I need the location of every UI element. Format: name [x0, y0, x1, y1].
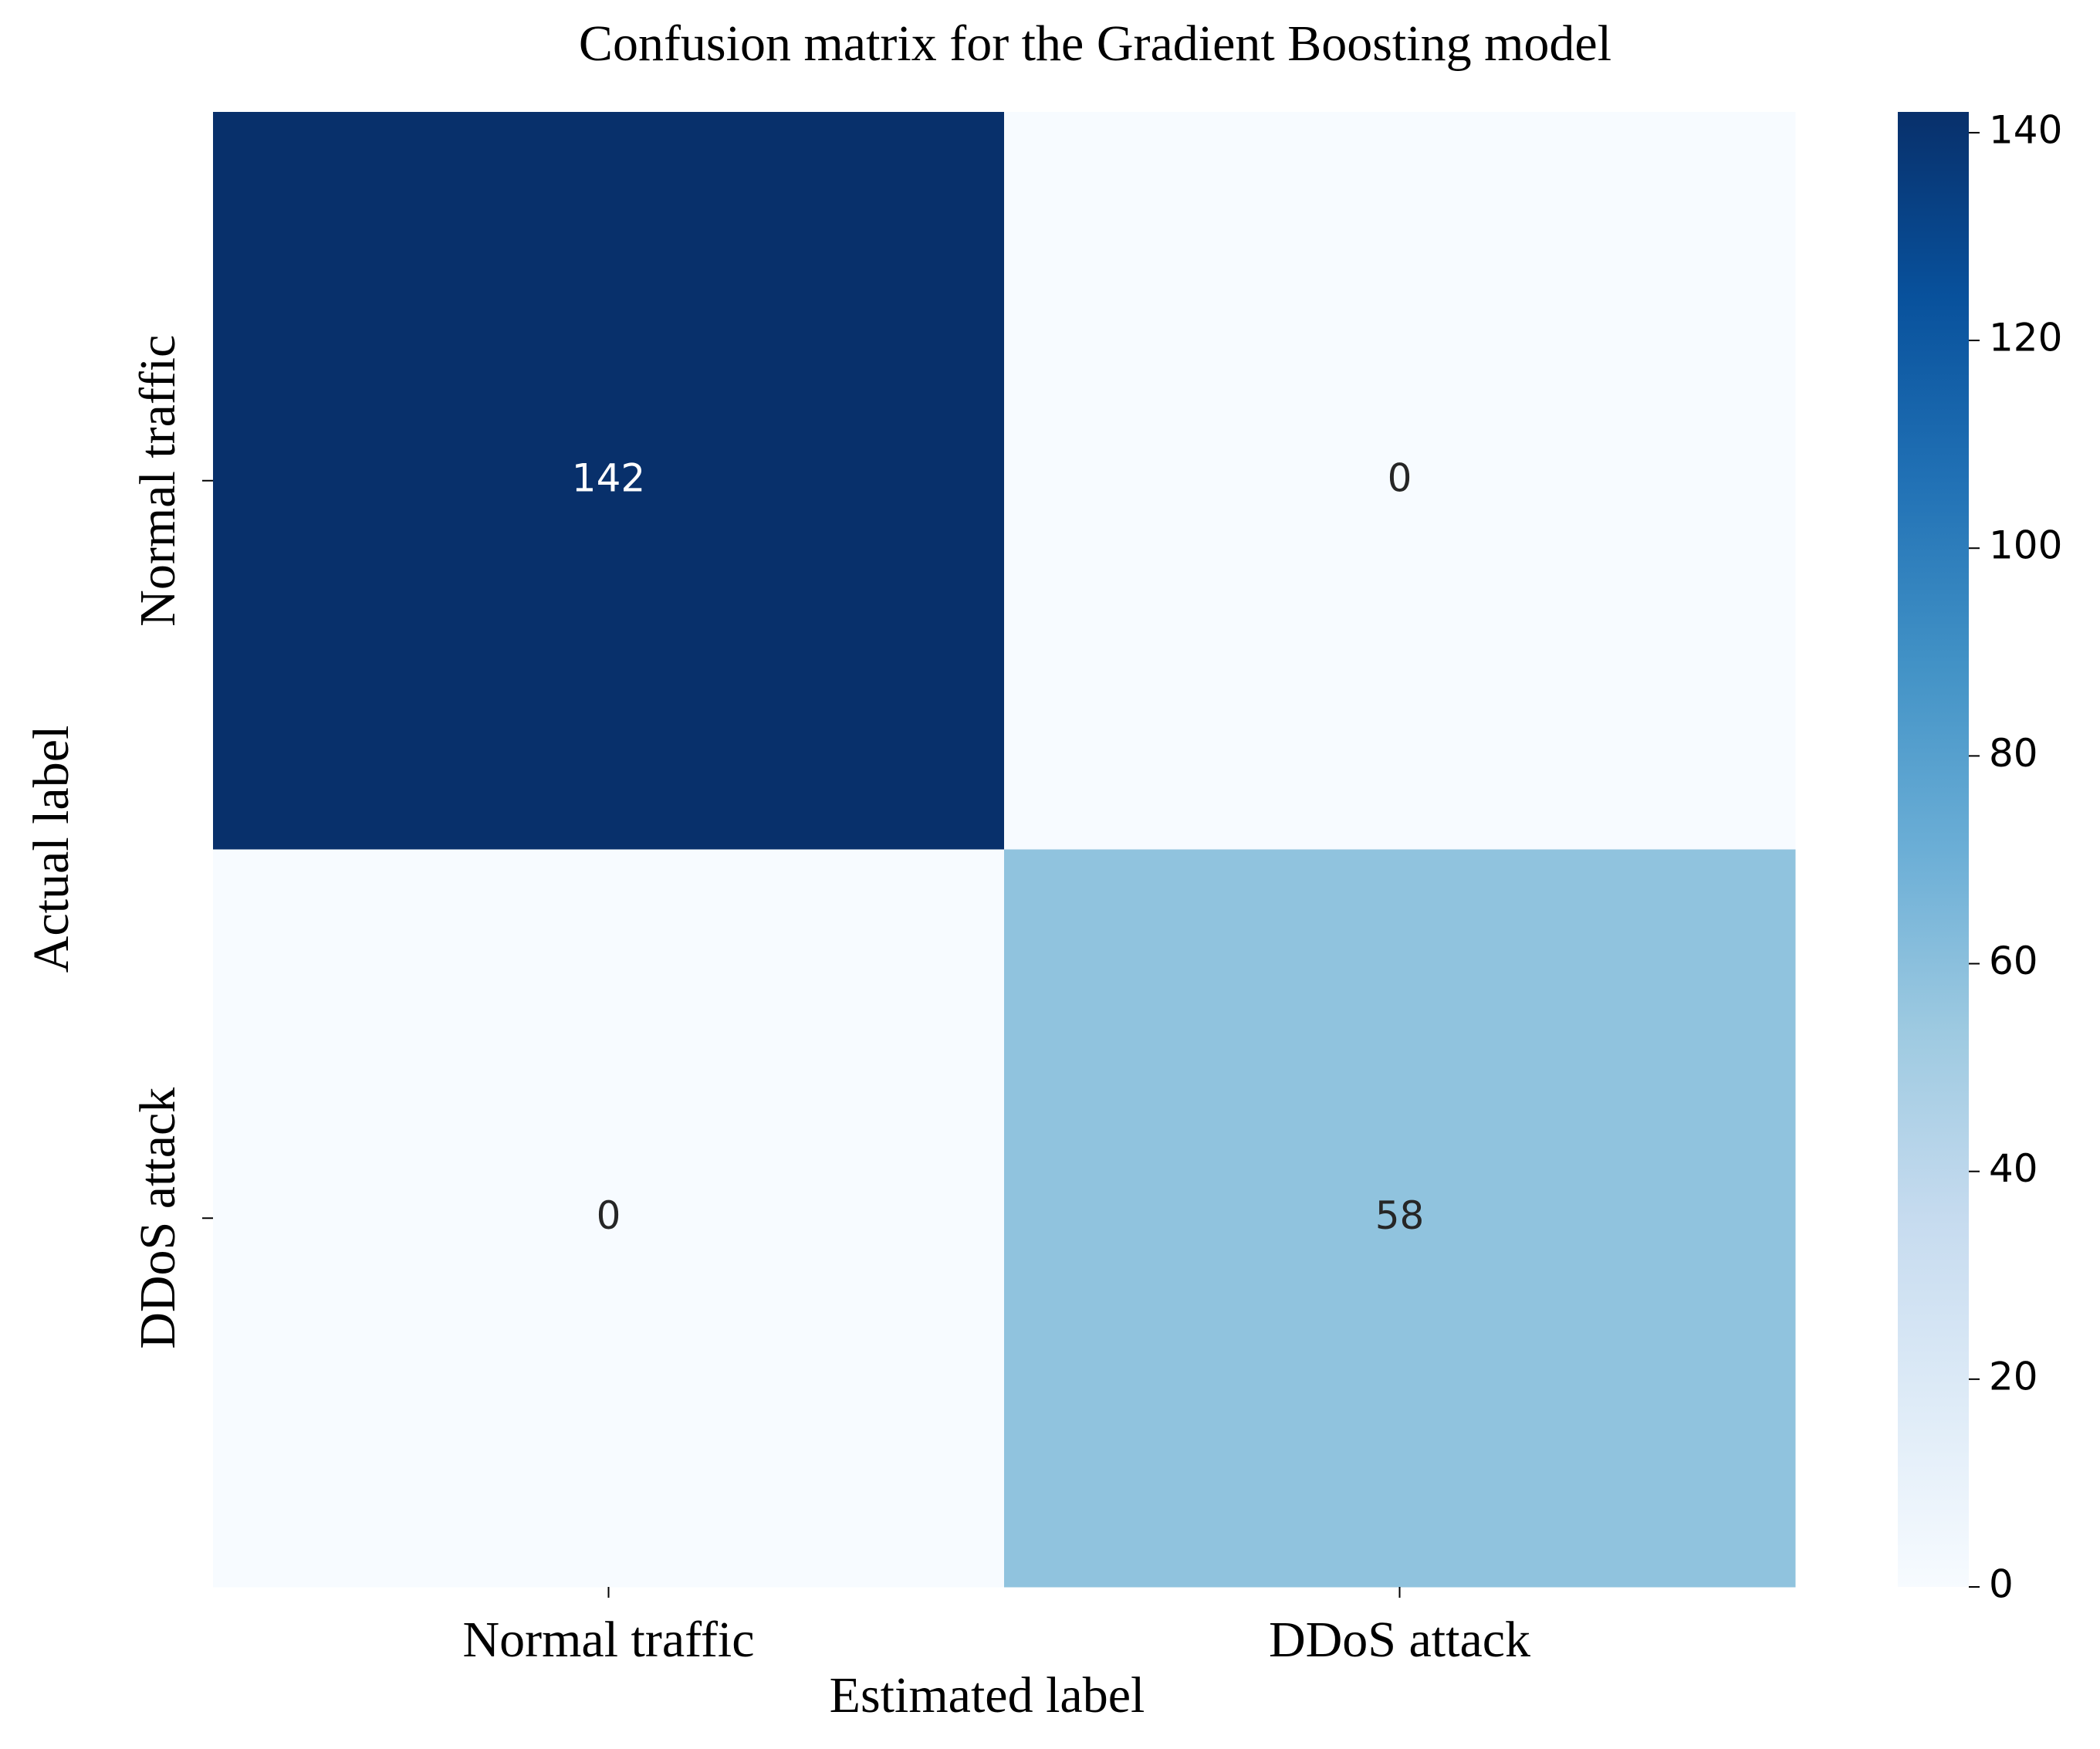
- colorbar-tick-label: 80: [1989, 731, 2038, 776]
- colorbar-tick-label: 0: [1989, 1562, 2014, 1607]
- cell-value-label: 58: [1375, 1193, 1425, 1238]
- colorbar: [1898, 112, 1969, 1587]
- x-axis-ticks: Normal traffic DDoS attack: [462, 1587, 1530, 1668]
- colorbar-ticks: 0 20 40 60 80 100 120 140: [1969, 107, 2062, 1607]
- y-axis-label: Actual label: [23, 726, 79, 973]
- x-tick-label: DDoS attack: [1269, 1612, 1530, 1668]
- cell-value-label: 142: [572, 455, 645, 500]
- heatmap-cell: [213, 849, 1005, 1588]
- cell-value-label: 0: [1388, 455, 1412, 500]
- colorbar-tick-label: 20: [1989, 1354, 2038, 1399]
- heatmap-cells: [213, 112, 1796, 1588]
- heatmap-cell-labels: 142 0 0 58: [572, 455, 1425, 1238]
- y-axis-ticks: Normal traffic DDoS attack: [130, 335, 213, 1349]
- chart-title: Confusion matrix for the Gradient Boosti…: [579, 15, 1611, 72]
- colorbar-tick-label: 120: [1989, 316, 2062, 360]
- colorbar-tick-label: 60: [1989, 939, 2038, 983]
- x-tick-label: Normal traffic: [462, 1612, 754, 1668]
- y-tick-label: DDoS attack: [130, 1088, 186, 1349]
- x-axis-label: Estimated label: [830, 1667, 1145, 1724]
- cell-value-label: 0: [597, 1193, 621, 1238]
- heatmap-cell: [1004, 112, 1796, 850]
- colorbar-tick-label: 100: [1989, 523, 2062, 568]
- heatmap-cell: [1004, 849, 1796, 1588]
- heatmap-cell: [213, 112, 1005, 850]
- colorbar-tick-label: 140: [1989, 107, 2062, 152]
- colorbar-tick-label: 40: [1989, 1146, 2038, 1191]
- y-tick-label: Normal traffic: [130, 335, 186, 627]
